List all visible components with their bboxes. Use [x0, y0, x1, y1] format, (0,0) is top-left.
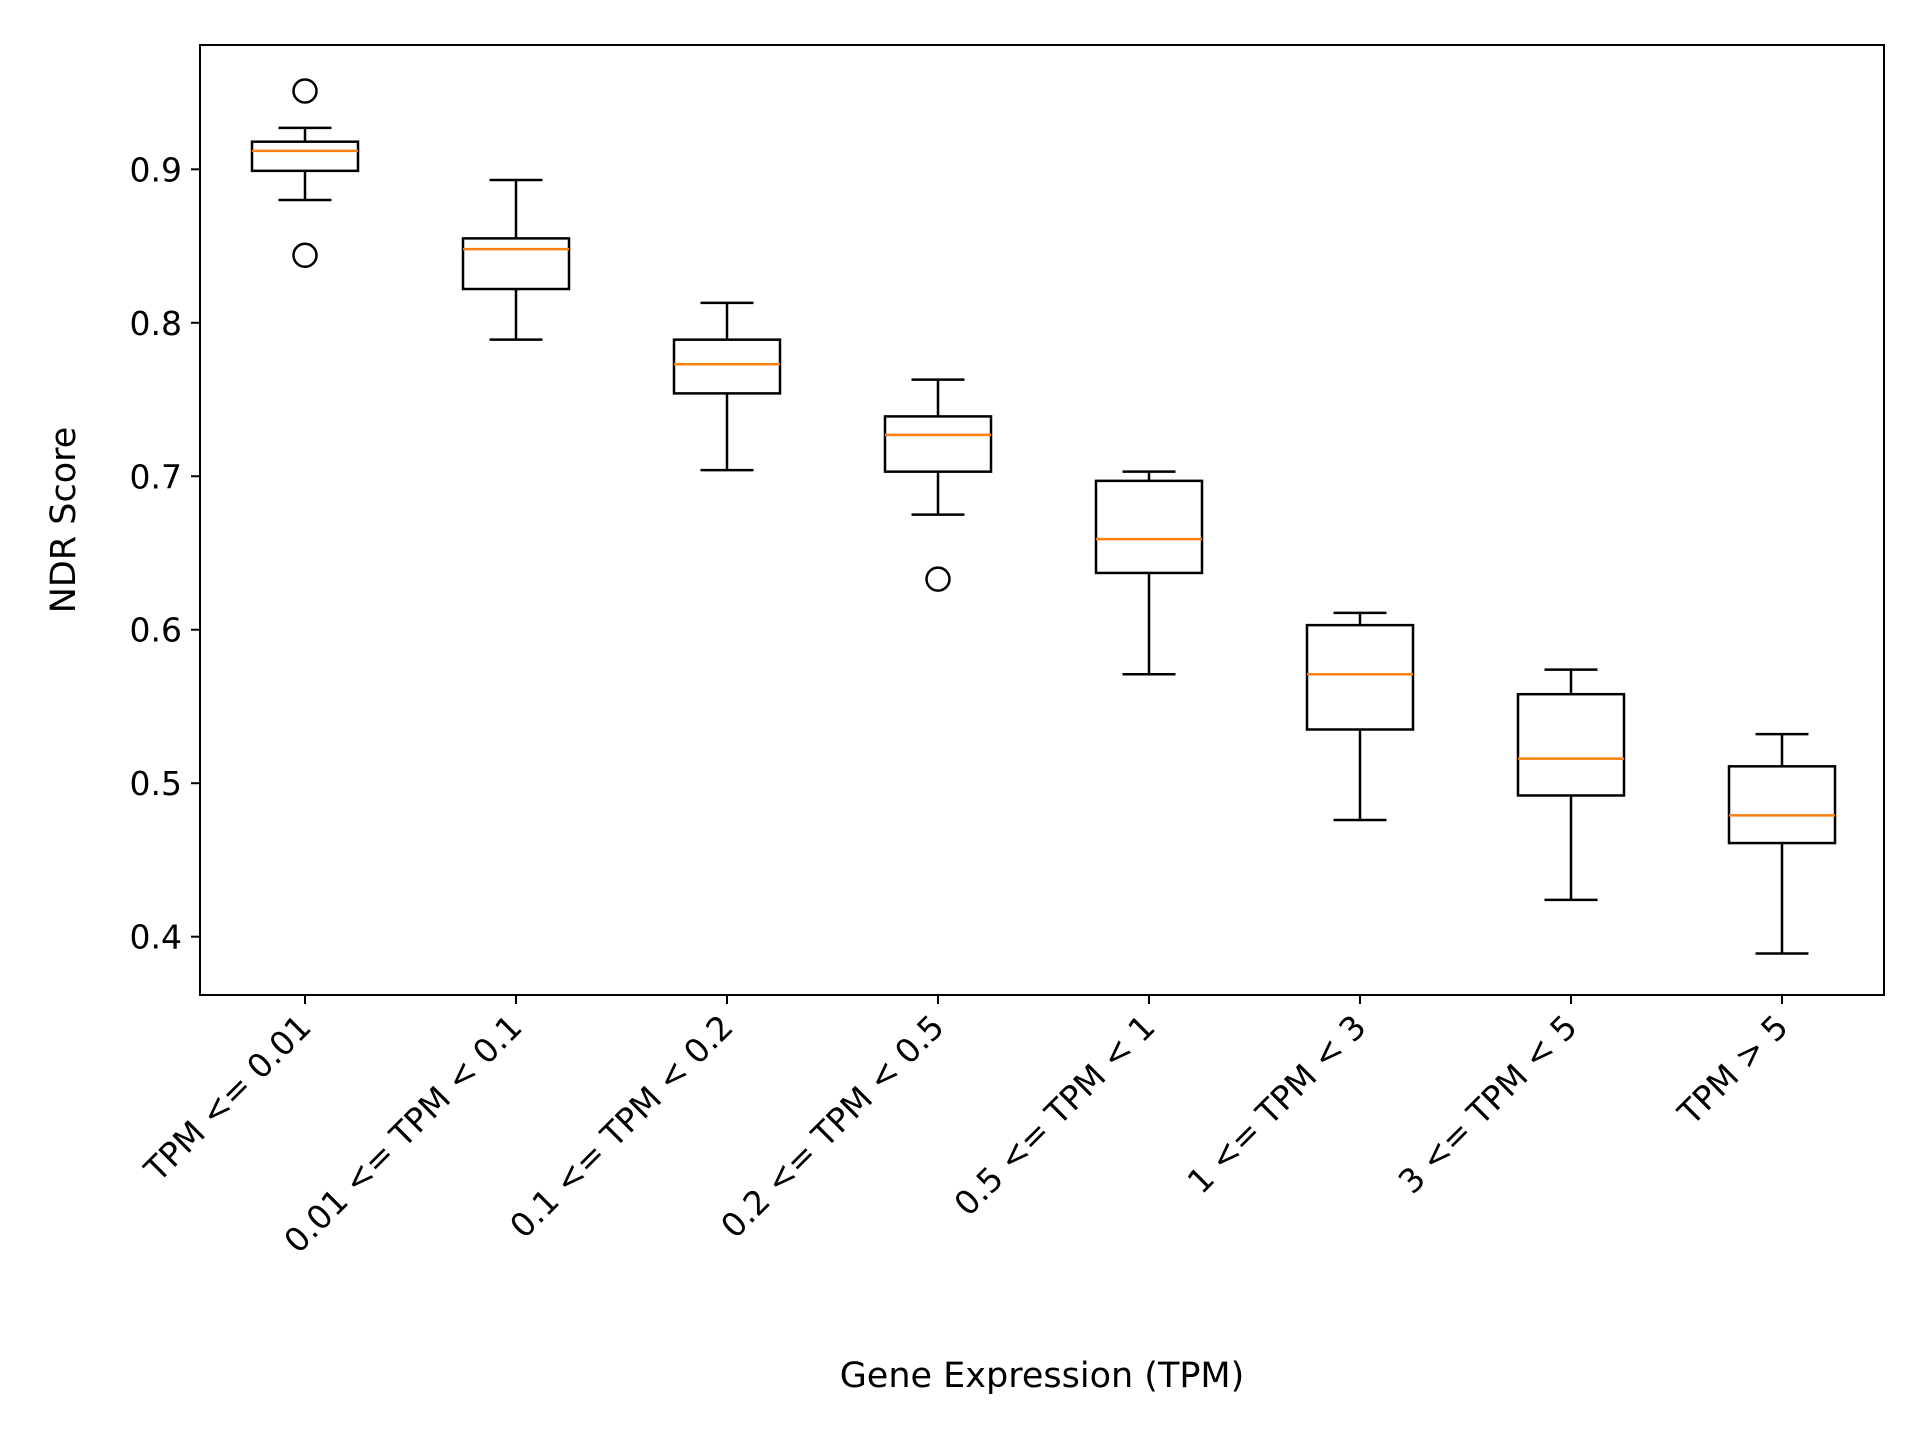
box-1 [250, 78, 360, 269]
y-axis-label: NDR Score [44, 427, 84, 614]
y-axis: 0.4 0.5 0.6 0.7 0.8 0.9 [130, 150, 200, 957]
x-tick-label: 0.2 <= TPM < 0.5 [713, 1007, 952, 1246]
x-tick-label: TPM <= 0.01 [136, 1007, 319, 1190]
x-tick-label: TPM > 5 [1670, 1007, 1796, 1133]
outlier-point [292, 242, 318, 269]
box-8 [1727, 732, 1837, 955]
plot-area [199, 44, 1885, 996]
y-tick-label: 0.6 [130, 611, 182, 650]
x-tick-label: 1 <= TPM < 3 [1180, 1007, 1374, 1201]
box-body [883, 415, 993, 473]
box-6 [1305, 611, 1415, 822]
y-tick-label: 0.4 [130, 918, 182, 957]
y-tick-label: 0.9 [130, 150, 182, 189]
box-body [250, 140, 360, 173]
box-4 [883, 378, 993, 592]
box-2 [461, 178, 571, 341]
x-axis: TPM <= 0.010.01 <= TPM < 0.10.1 <= TPM <… [136, 995, 1796, 1261]
box-body [1305, 623, 1415, 731]
y-tick-label: 0.7 [130, 457, 182, 496]
box-body [672, 338, 782, 395]
x-tick-label: 3 <= TPM < 5 [1391, 1007, 1585, 1201]
x-tick-label: 0.01 <= TPM < 0.1 [276, 1007, 529, 1260]
y-tick-label: 0.5 [130, 764, 182, 803]
box-5 [1094, 470, 1204, 676]
outlier-point [925, 566, 951, 592]
box-7 [1516, 668, 1626, 902]
outlier-point [292, 78, 318, 104]
x-axis-label: Gene Expression (TPM) [840, 1356, 1245, 1396]
y-tick-label: 0.8 [130, 304, 182, 343]
box-body [461, 237, 571, 291]
box-body [1516, 692, 1626, 797]
x-tick-label: 0.1 <= TPM < 0.2 [502, 1007, 741, 1246]
box-body [1727, 765, 1837, 845]
boxes-group [250, 78, 1837, 955]
x-tick-label: 0.5 <= TPM < 1 [946, 1007, 1162, 1223]
box-3 [672, 301, 782, 472]
box-body [1094, 479, 1204, 575]
